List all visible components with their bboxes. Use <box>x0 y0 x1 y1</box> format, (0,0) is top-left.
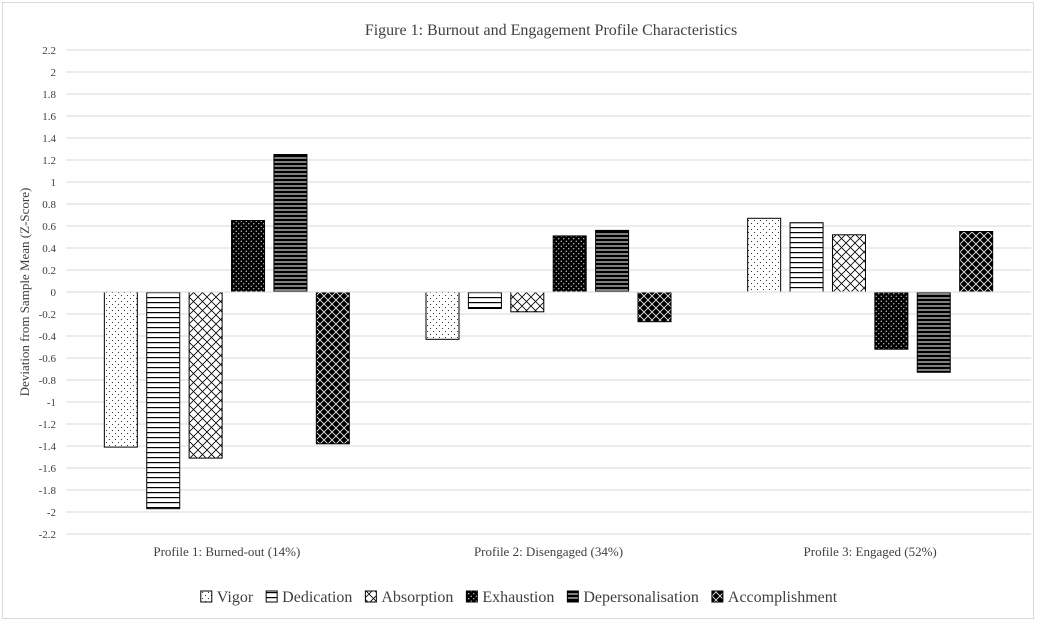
y-tick-label: 2.2 <box>42 45 56 57</box>
bar-dedication <box>789 222 824 293</box>
legend-item-vigor: Vigor <box>200 589 254 606</box>
bar-absorption <box>188 291 223 459</box>
legend-swatch <box>200 590 213 603</box>
y-tick-label: 1.6 <box>42 111 56 123</box>
bar-vigor <box>425 291 460 340</box>
legend: Vigor Dedication Absorption Exhaustion Deper… <box>200 589 838 606</box>
y-tick-label: -2 <box>47 507 56 519</box>
y-tick-label: 0.6 <box>42 221 56 233</box>
y-tick-label: -1 <box>47 397 56 409</box>
y-tick-label: 1 <box>51 177 57 189</box>
bar-dedication <box>146 291 181 510</box>
chart-title: Figure 1: Burnout and Engagement Profile… <box>365 22 737 39</box>
y-tick-label: -1.8 <box>39 485 57 497</box>
legend-item-depersonalisation: Depersonalisation <box>566 589 699 606</box>
category-labels: Profile 1: Burned-out (14%) Profile 2: Di… <box>153 544 936 559</box>
bar-accomplishment <box>315 291 350 445</box>
bar-accomplishment <box>959 231 994 293</box>
legend-swatch <box>364 590 377 603</box>
bar-vigor <box>747 217 782 293</box>
legend-swatch <box>465 590 478 603</box>
bar-accomplishment <box>637 291 672 323</box>
y-tick-label: -0.2 <box>39 309 56 321</box>
y-tick-label: 0.4 <box>42 243 56 255</box>
bar-vigor <box>103 291 138 448</box>
bars <box>103 154 994 510</box>
y-tick-label: 1.2 <box>42 155 56 167</box>
y-axis-label: Deviation from Sample Mean (Z-Score) <box>17 188 32 397</box>
y-tick-label: 0.2 <box>42 265 56 277</box>
y-tick-label: -0.4 <box>39 331 57 343</box>
y-tick-label: 1.4 <box>42 133 56 145</box>
bar-exhaustion <box>231 220 266 293</box>
y-tick-label: -1.4 <box>39 441 57 453</box>
bar-dedication <box>467 291 502 309</box>
legend-label: Vigor <box>217 589 254 606</box>
legend-label: Depersonalisation <box>583 589 699 606</box>
legend-label: Dedication <box>282 589 352 606</box>
y-tick-label: -0.6 <box>39 353 57 365</box>
legend-swatch <box>711 590 724 603</box>
category-label: Profile 2: Disengaged (34%) <box>474 544 623 559</box>
bar-depersonalisation <box>916 291 951 373</box>
y-tick-label: 2 <box>51 67 57 79</box>
bar-depersonalisation <box>273 154 308 293</box>
legend-item-absorption: Absorption <box>364 589 453 606</box>
y-axis-ticks: -2.2 -2 -1.8 -1.6 -1.4 -1.2 -1 -0.8 -0.6 -0.4 -0.2… <box>39 45 57 541</box>
y-tick-label: 0.8 <box>42 199 56 211</box>
legend-swatch <box>265 590 278 603</box>
legend-item-accomplishment: Accomplishment <box>711 589 838 606</box>
legend-label: Exhaustion <box>482 589 554 606</box>
y-tick-label: -0.8 <box>39 375 57 387</box>
bar-depersonalisation <box>595 229 630 293</box>
y-tick-label: 0 <box>51 287 57 299</box>
bar-exhaustion <box>874 291 909 350</box>
gridlines <box>66 49 1031 535</box>
legend-label: Absorption <box>381 589 453 606</box>
category-label: Profile 3: Engaged (52%) <box>804 544 937 559</box>
category-label: Profile 1: Burned-out (14%) <box>153 544 300 559</box>
bar-exhaustion <box>552 235 587 293</box>
legend-item-exhaustion: Exhaustion <box>465 589 554 606</box>
legend-swatch <box>566 590 579 603</box>
bar-absorption <box>831 234 866 293</box>
legend-item-dedication: Dedication <box>265 589 352 606</box>
y-tick-label: -1.6 <box>39 463 57 475</box>
y-tick-label: -2.2 <box>39 529 56 541</box>
bar-absorption <box>510 291 545 313</box>
legend-label: Accomplishment <box>728 589 838 606</box>
y-tick-label: 1.8 <box>42 89 56 101</box>
y-tick-label: -1.2 <box>39 419 56 431</box>
